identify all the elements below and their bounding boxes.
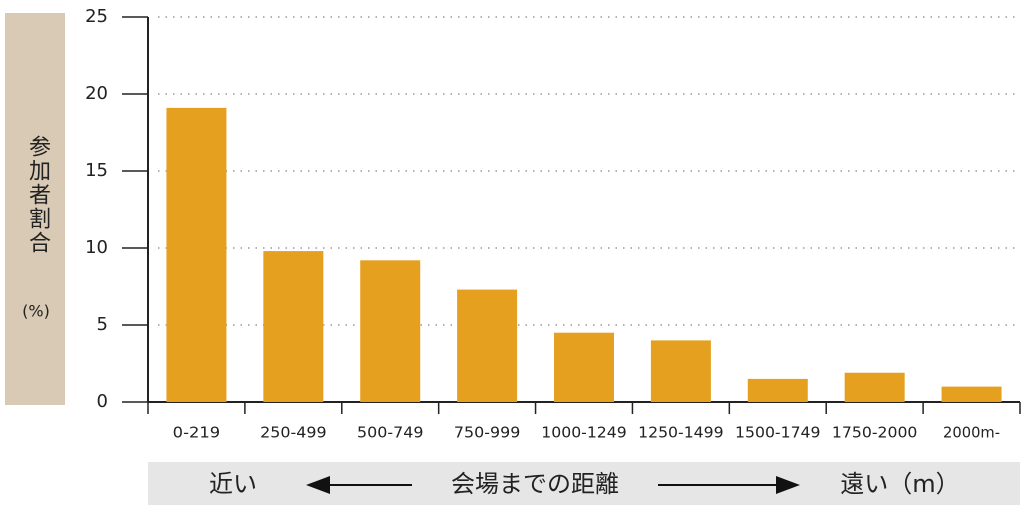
x-tick-label: 0-219 — [173, 424, 221, 442]
x-tick-label: 500-749 — [357, 424, 424, 442]
x-tick-label: 1500-1749 — [735, 424, 821, 442]
y-tick-label: 15 — [85, 160, 108, 181]
x-tick-label: 250-499 — [260, 424, 327, 442]
x-label-box — [148, 462, 1020, 505]
y-axis-unit: (%) — [22, 302, 50, 321]
x-tick-label: 2000m- — [943, 424, 1000, 442]
x-near-label: 近い — [209, 470, 257, 498]
y-tick-label: 5 — [97, 314, 108, 335]
bar — [166, 107, 227, 403]
arrow-right-head — [776, 476, 800, 494]
x-tick-label: 1250-1499 — [638, 424, 724, 442]
arrow-left-head — [306, 476, 330, 494]
y-tick-label: 10 — [85, 237, 108, 258]
y-tick-label: 20 — [85, 83, 108, 104]
x-tick-label: 750-999 — [454, 424, 521, 442]
bar — [747, 378, 808, 402]
y-tick-label: 0 — [97, 391, 108, 412]
bar — [650, 340, 711, 402]
bar — [844, 372, 905, 402]
bar — [360, 260, 421, 402]
x-tick-label: 1000-1249 — [541, 424, 627, 442]
bar — [941, 386, 1002, 402]
bar — [457, 289, 518, 402]
x-far-label: 遠い（m） — [840, 470, 959, 498]
y-label-box — [5, 13, 65, 405]
x-tick-label: 1750-2000 — [832, 424, 918, 442]
y-tick-label: 25 — [85, 6, 108, 27]
x-axis-label: 会場までの距離 — [451, 470, 619, 498]
y-axis-label: 参加者割合 — [25, 135, 51, 255]
bar — [554, 332, 614, 402]
bar — [263, 251, 324, 402]
